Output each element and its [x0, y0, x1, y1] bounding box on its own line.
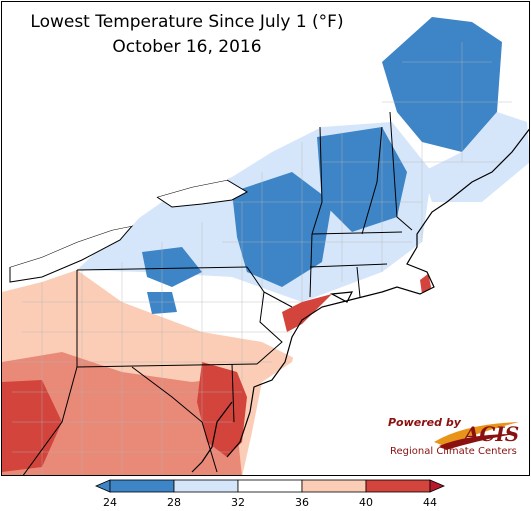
acis-logo: Powered by ACIS Regional Climate Centers — [384, 412, 524, 462]
region-cold-vt-nh — [317, 127, 407, 232]
color-legend: 24 28 32 36 40 44 — [94, 479, 446, 509]
lakes — [2, 2, 529, 475]
canada-land — [2, 2, 382, 268]
border-wv — [22, 366, 78, 475]
border-ny-nj — [263, 291, 293, 308]
legend-bin-36-40 — [301, 479, 367, 493]
logo-subtitle: Regional Climate Centers — [390, 446, 517, 457]
border-pa-south — [76, 363, 258, 368]
border-ny-east — [309, 233, 313, 298]
legend-bin-40-44 — [365, 479, 431, 493]
region-cool-maine-coast — [422, 112, 529, 202]
border-md-va — [131, 366, 218, 473]
acis-swoosh-icon — [434, 422, 519, 450]
logo-powered-by: Powered by — [388, 416, 461, 429]
legend-below-arrow — [94, 479, 111, 493]
border-ct-ri — [356, 266, 361, 298]
border-ma-north — [311, 231, 403, 235]
coastline — [191, 128, 529, 473]
border-pa-ny — [76, 266, 248, 271]
state-borders — [22, 111, 413, 475]
border-ny-vt — [311, 126, 323, 235]
region-cold-pa-north — [142, 247, 202, 287]
map-date: October 16, 2016 — [112, 37, 262, 57]
legend-tick-40: 40 — [359, 496, 373, 509]
land-regions — [2, 17, 529, 475]
region-neutral-central — [77, 270, 302, 342]
region-cold-adirondack — [232, 172, 332, 287]
map — [2, 2, 529, 475]
legend-tick-32: 32 — [231, 496, 245, 509]
logo-acis: ACIS — [464, 422, 520, 446]
border-nh-me — [389, 111, 413, 231]
legend-above-arrow — [429, 479, 446, 493]
legend-tick-44: 44 — [423, 496, 437, 509]
legend-tick-36: 36 — [295, 496, 309, 509]
region-hot-delmarva — [197, 362, 247, 457]
border-pa-nj — [246, 266, 283, 365]
map-frame: Lowest Temperature Since July 1 (°F) Oct… — [1, 1, 530, 476]
ocean — [242, 163, 529, 475]
legend-bin-24-28 — [109, 479, 175, 493]
region-hot-sw — [2, 380, 62, 472]
county-lines — [12, 42, 512, 475]
region-cold-maine — [382, 17, 502, 152]
legend-tick-24: 24 — [103, 496, 117, 509]
border-vt-nh — [361, 126, 383, 235]
border-de — [231, 363, 235, 423]
legend-tick-28: 28 — [167, 496, 181, 509]
legend-bin-32-36 — [237, 479, 303, 493]
map-title: Lowest Temperature Since July 1 (°F) — [30, 12, 344, 32]
border-ma-south — [309, 263, 388, 268]
legend-bin-28-32 — [173, 479, 239, 493]
